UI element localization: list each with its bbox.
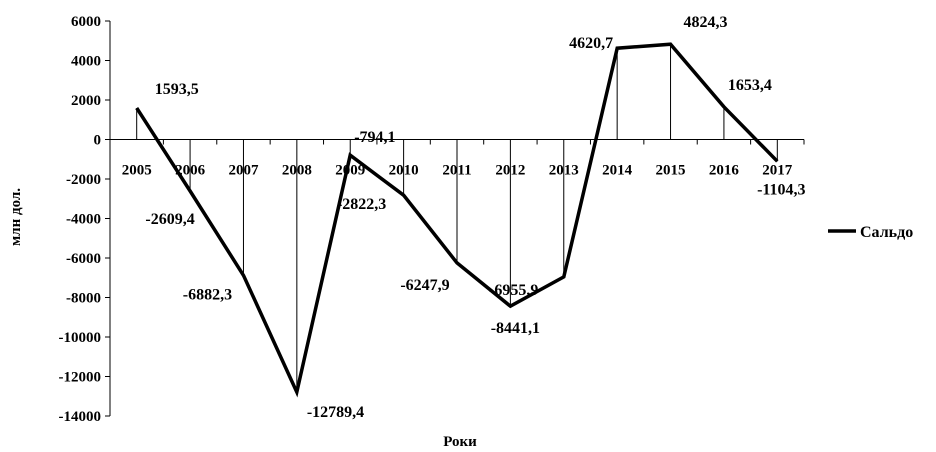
series-line-saldo bbox=[135, 42, 779, 398]
x-category-label: 2017 bbox=[762, 163, 793, 179]
x-category-label: 2011 bbox=[442, 163, 471, 179]
x-category-label: 2014 bbox=[602, 163, 633, 179]
y-tick-label: 6000 bbox=[71, 14, 101, 30]
data-label: -794,1 bbox=[354, 129, 395, 146]
y-tick-label: 4000 bbox=[71, 54, 101, 70]
x-category-label: 2009 bbox=[335, 163, 365, 179]
data-label: 4620,7 bbox=[569, 35, 613, 52]
x-axis-title: Роки bbox=[443, 434, 477, 450]
x-category-label: 2008 bbox=[282, 163, 312, 179]
y-tick-label: -8000 bbox=[66, 291, 101, 307]
data-label: -6247,9 bbox=[400, 277, 449, 294]
data-labels: 1593,5 -2609,4 -6882,3 -12789,4 -794,1 -2822,… bbox=[145, 14, 805, 421]
y-tick-label: -12000 bbox=[59, 370, 102, 386]
y-tick-label: -4000 bbox=[66, 212, 101, 228]
legend-label-saldo: Сальдо bbox=[860, 224, 913, 241]
x-category-label: 2015 bbox=[656, 163, 686, 179]
x-axis-categories: 2005 2006 2007 2008 2009 2010 2011 2012 2013 2014… bbox=[109, 139, 805, 179]
data-label: -12789,4 bbox=[307, 404, 364, 421]
legend: Сальдо bbox=[828, 224, 913, 241]
y-tick-label: -2000 bbox=[66, 172, 101, 188]
x-category-label: 2005 bbox=[122, 163, 152, 179]
x-category-label: 2012 bbox=[495, 163, 525, 179]
y-tick-label: -10000 bbox=[59, 330, 102, 346]
y-tick-label: 0 bbox=[94, 133, 102, 149]
x-category-label: 2013 bbox=[549, 163, 579, 179]
data-label: 1653,4 bbox=[728, 77, 772, 94]
x-category-label: 2010 bbox=[389, 163, 419, 179]
x-category-label: 2016 bbox=[709, 163, 740, 179]
data-label: -2822,3 bbox=[337, 196, 386, 213]
y-tick-label: -14000 bbox=[59, 409, 102, 425]
y-axis-title: млн дол. bbox=[8, 188, 24, 246]
data-label: 4824,3 bbox=[684, 14, 728, 31]
data-label: -1104,3 bbox=[757, 181, 805, 198]
data-label: -2609,4 bbox=[145, 211, 194, 228]
y-tick-label: 2000 bbox=[71, 93, 101, 109]
data-label: -8441,1 bbox=[491, 320, 540, 337]
x-category-label: 2007 bbox=[228, 163, 259, 179]
y-axis-ticks: 6000 4000 2000 0 -2000 -4000 -6000 -8000 -10000 -… bbox=[59, 14, 110, 425]
data-label: -6882,3 bbox=[183, 286, 232, 303]
drop-lines bbox=[136, 44, 778, 393]
data-label: 1593,5 bbox=[155, 81, 199, 98]
y-tick-label: -6000 bbox=[66, 251, 101, 267]
x-category-label: 2006 bbox=[175, 163, 206, 179]
data-label: -6955,9 bbox=[489, 282, 538, 299]
